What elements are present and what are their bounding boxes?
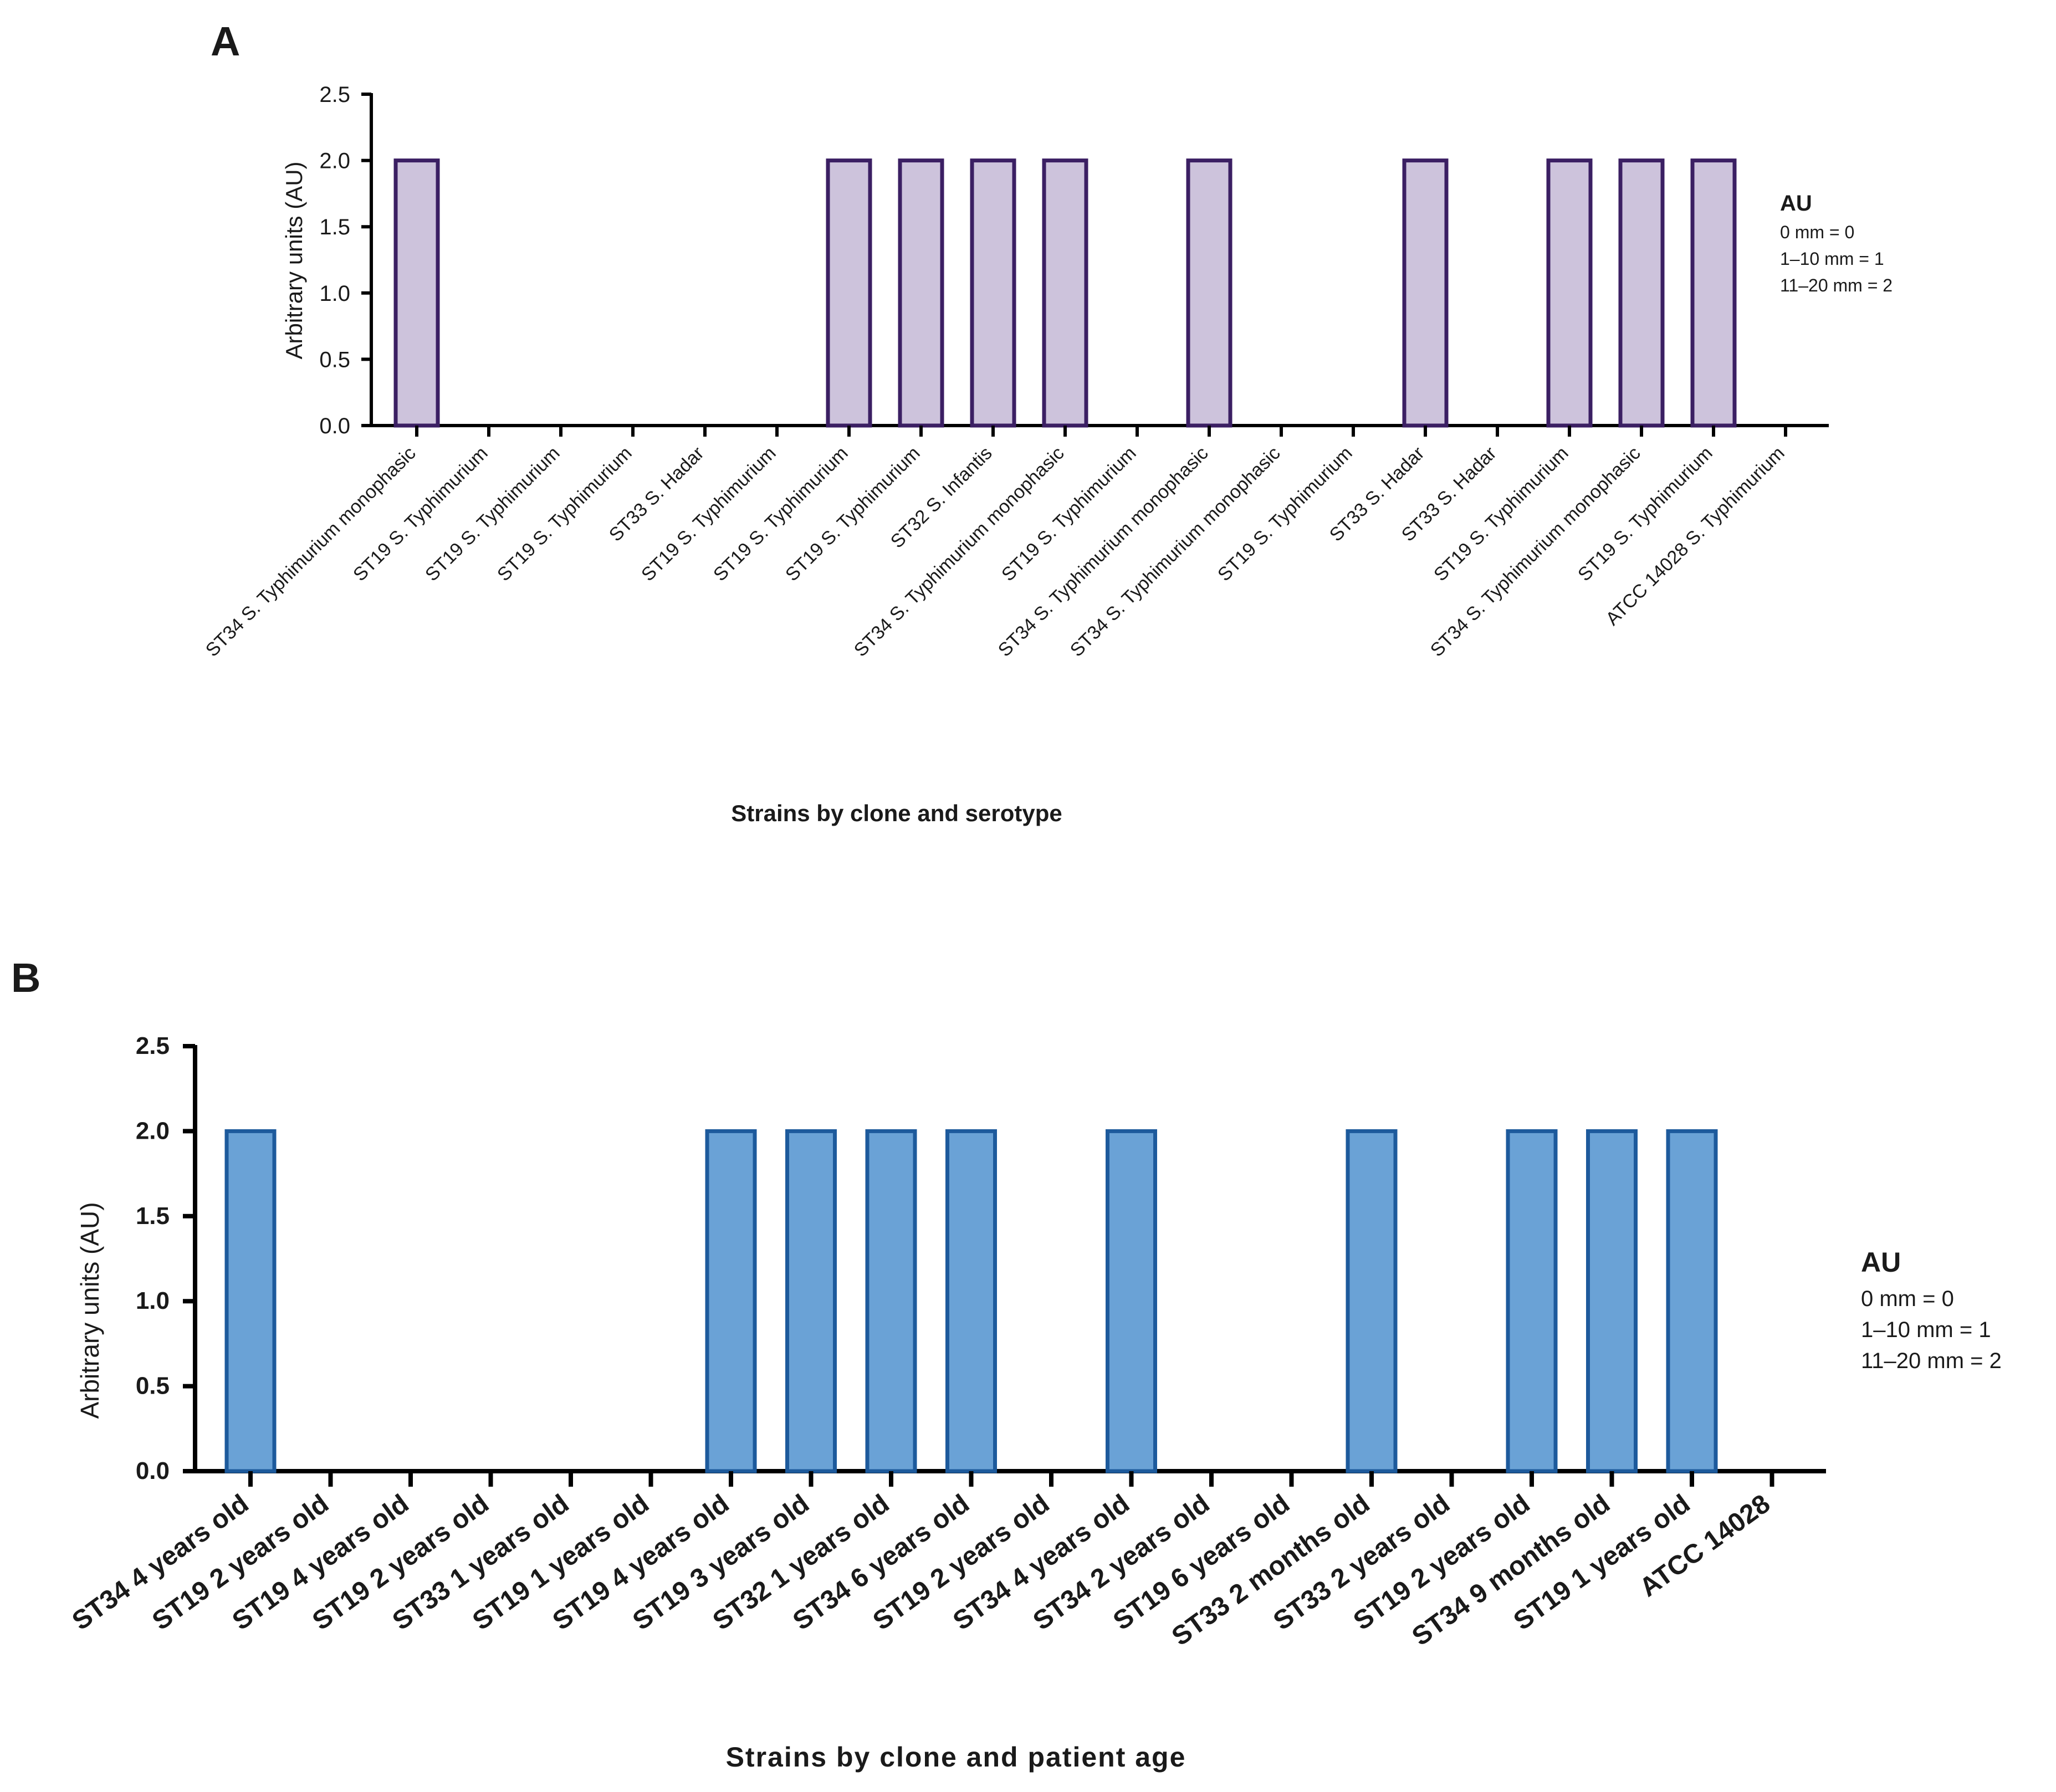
bar [1402,158,1449,428]
panel-a-y-ticks: 0.0 0.5 1.0 1.5 2.0 2.5 [319,83,371,438]
panel-b-legend-item: 1–10 mm = 1 [1861,1318,1991,1342]
panel-b-legend-item: 11–20 mm = 2 [1861,1349,2002,1373]
panel-a-legend: AU 0 mm = 0 1–10 mm = 1 11–20 mm = 2 [1780,191,1893,295]
y-tick-label: 0.5 [319,347,350,372]
bar [1186,158,1232,428]
y-tick-label: 2.0 [136,1117,170,1144]
panel-a-legend-title: AU [1780,191,1812,216]
panel-b-x-axis-title: Strains by clone and patient age [726,1742,1186,1773]
bar [1690,158,1737,428]
y-tick-label: 1.0 [136,1287,170,1314]
panel-a-x-axis-title: Strains by clone and serotype [731,800,1062,826]
bar [1618,158,1665,428]
bar [1546,158,1593,428]
bar [224,1129,277,1473]
y-tick-label: 0.0 [319,414,350,438]
bar [898,158,944,428]
y-tick-label: 1.5 [319,215,350,239]
y-tick-label: 0.0 [136,1457,170,1484]
bar [1586,1129,1638,1473]
panel-b-legend-title: AU [1861,1247,1901,1278]
panel-b-legend-item: 0 mm = 0 [1861,1287,1954,1311]
panel-b-legend: AU 0 mm = 0 1–10 mm = 1 11–20 mm = 2 [1861,1247,2002,1373]
panel-a-legend-item: 0 mm = 0 [1780,222,1854,242]
panel-a-bars [393,158,1737,428]
y-tick-label: 2.0 [319,149,350,173]
bar [1106,1129,1157,1473]
bar [705,1129,757,1473]
panel-a-label: A [211,18,240,64]
bar [1042,158,1088,428]
bar [1346,1129,1398,1473]
y-tick-label: 2.5 [319,83,350,107]
bar [945,1129,997,1473]
bar [393,158,440,428]
panel-b-y-ticks: 0.0 0.5 1.0 1.5 2.0 2.5 [136,1032,195,1484]
y-tick-label: 2.5 [136,1032,170,1059]
bar [826,158,872,428]
bar [1666,1129,1718,1473]
panel-a-y-axis-title: Arbitrary units (AU) [281,161,307,359]
bar [785,1129,837,1473]
panel-b-label: B [11,955,40,1001]
bar [1506,1129,1558,1473]
y-tick-label: 0.5 [136,1373,170,1400]
panel-b-y-axis-title: Arbitrary units (AU) [75,1202,104,1419]
bar [865,1129,917,1473]
y-tick-label: 1.0 [319,281,350,306]
panel-b-bars [224,1129,1718,1473]
panel-a-legend-item: 11–20 mm = 2 [1780,275,1893,295]
bar [970,158,1016,428]
y-tick-label: 1.5 [136,1202,170,1230]
panel-a-legend-item: 1–10 mm = 1 [1780,249,1884,269]
